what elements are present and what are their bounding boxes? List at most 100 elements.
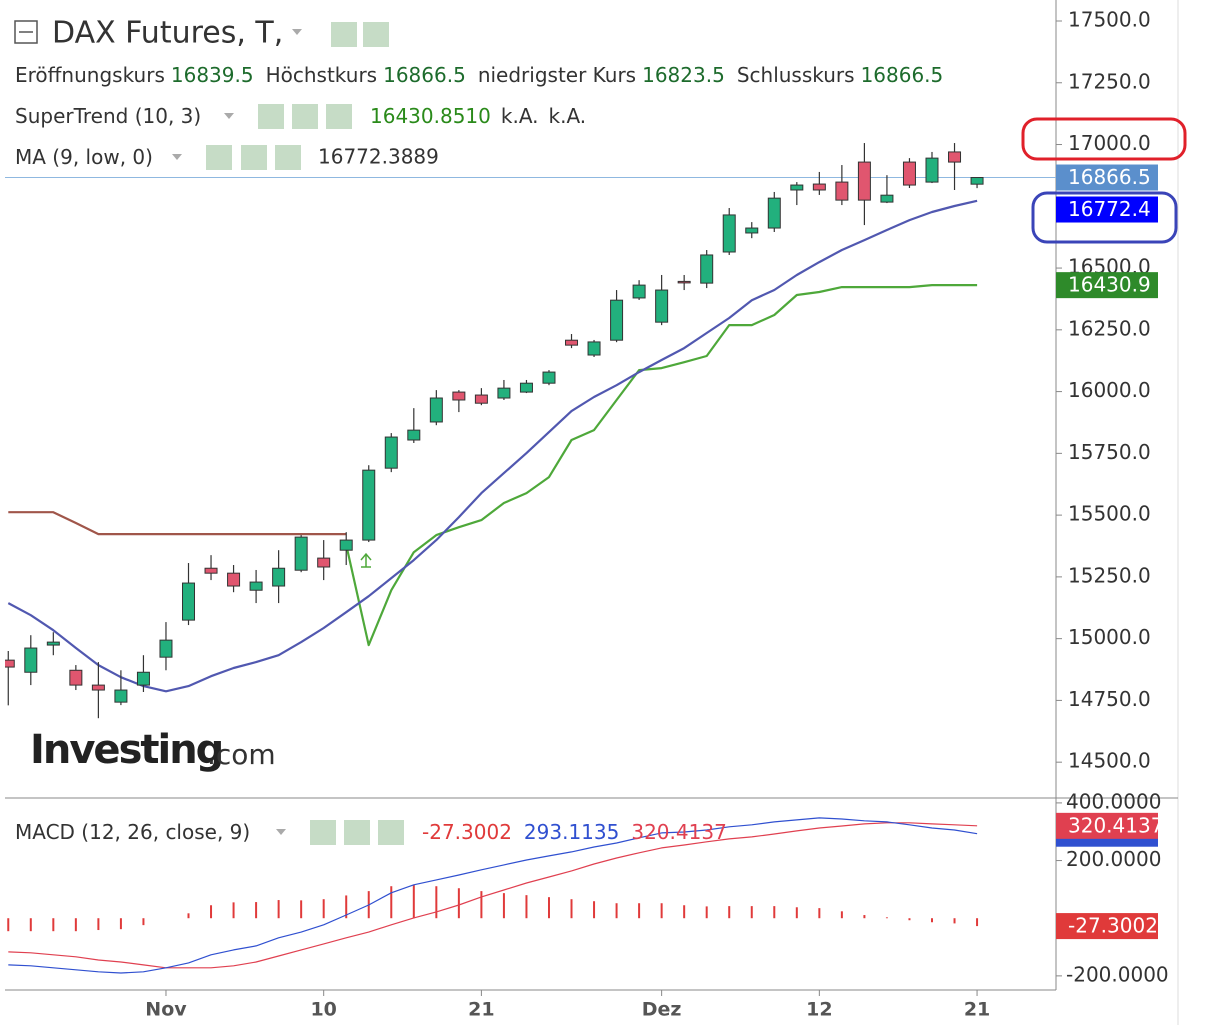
candle-body: [970, 177, 984, 185]
candle-body: [948, 151, 962, 163]
dropdown[interactable]: [172, 154, 182, 160]
ma-badge-label: 16772.4: [1068, 197, 1151, 221]
candle-body: [745, 227, 759, 234]
eye-icon[interactable]: [206, 145, 232, 170]
candle-body: [542, 371, 556, 384]
ohlc-label: Eröffnungskurs: [15, 63, 165, 87]
candle-body: [610, 299, 624, 341]
candle-body: [24, 647, 38, 673]
dropdown[interactable]: [224, 113, 234, 119]
candle-body: [632, 284, 646, 299]
candle-body: [429, 397, 443, 423]
y-tick-label: 15000.0: [1068, 625, 1151, 649]
candle-body: [294, 536, 308, 571]
candle-body: [159, 639, 173, 658]
ohlc-label: Höchstkurs: [266, 63, 378, 87]
candle-body: [677, 280, 691, 284]
gear-icon[interactable]: [363, 22, 389, 47]
candle-body: [69, 669, 83, 686]
highlight-annotation: [1021, 117, 1187, 161]
buy-signal-arrow: [360, 552, 372, 568]
ma-badge: [1056, 196, 1158, 223]
candle-body: [407, 429, 421, 441]
highlight-annotation: [1031, 191, 1178, 244]
candle-body: [790, 184, 804, 191]
watermark-suffix: .com: [207, 738, 276, 771]
supertrend-badge: [1056, 272, 1158, 299]
x-tick-label: 21: [964, 999, 990, 1021]
candle-body: [46, 641, 60, 646]
gear-icon[interactable]: [344, 820, 370, 845]
y2-tick-label: 200.0000: [1066, 847, 1161, 871]
dropdown[interactable]: [292, 29, 302, 35]
candle-body: [880, 194, 894, 203]
eye-icon[interactable]: [258, 104, 284, 129]
candle-body: [182, 582, 196, 621]
signal-badge: [1056, 812, 1158, 839]
signal-line: [8, 822, 978, 969]
chart-title: DAX Futures, T,: [52, 16, 283, 51]
candle-body: [204, 567, 218, 574]
supertrend-line: [8, 511, 347, 536]
candle-body: [384, 436, 398, 469]
na-label: k.A.: [549, 104, 587, 128]
candle-body: [114, 689, 128, 703]
close-icon[interactable]: [275, 145, 301, 170]
candle-body: [767, 197, 781, 229]
ohlc-value: 16823.5: [642, 63, 725, 87]
gear-icon[interactable]: [292, 104, 318, 129]
candle-body: [474, 394, 488, 404]
x-tick-label: 12: [806, 999, 832, 1021]
macd-line: [8, 817, 978, 974]
eye-icon[interactable]: [310, 820, 336, 845]
y-tick-label: 14500.0: [1068, 749, 1151, 773]
candle-body: [227, 572, 241, 587]
ma-line: [7, 199, 978, 693]
y-tick-label: 15250.0: [1068, 563, 1151, 587]
ohlc-label: niedrigster Kurs: [478, 63, 636, 87]
y-tick-label: 15500.0: [1068, 502, 1151, 526]
indicator-name: SuperTrend (10, 3): [15, 104, 201, 128]
candle-body: [722, 214, 736, 253]
ohlc-value: 16866.5: [383, 63, 466, 87]
ma-legend: MA (9, low, 0): [15, 145, 153, 169]
x-tick-label: 21: [468, 999, 494, 1021]
candle-body: [317, 557, 331, 568]
candle-body: [902, 161, 916, 186]
indicator-name: MA (9, low, 0): [15, 145, 153, 169]
indicator-value: 293.1135: [524, 820, 619, 844]
price-badges: 16866.5 16772.4 16430.9 320.4137 -27.3002: [1056, 164, 1163, 940]
candle-body: [519, 382, 533, 393]
y-tick-label: 15750.0: [1068, 440, 1151, 464]
candle-body: [700, 254, 714, 284]
x-tick-label: Nov: [145, 999, 187, 1021]
indicator-value: 320.4137: [631, 820, 726, 844]
gear-icon[interactable]: [241, 145, 267, 170]
candle-body: [587, 341, 601, 356]
signal-badge-label: 320.4137: [1068, 813, 1163, 837]
y-tick-label: 16000.0: [1068, 378, 1151, 402]
macd-legend: MACD (12, 26, close, 9): [15, 820, 250, 844]
close-icon[interactable]: [326, 104, 352, 129]
candle-body: [857, 161, 871, 201]
y2-tick-label: -200.0000: [1066, 962, 1169, 986]
eye-icon[interactable]: [331, 22, 357, 47]
ohlc-value: 16839.5: [171, 63, 254, 87]
ohlc-label: Schlusskurs: [737, 63, 855, 87]
dropdown[interactable]: [276, 829, 286, 835]
x-tick-label: 10: [310, 999, 336, 1021]
macd-panel: [7, 817, 979, 974]
candle-body: [91, 684, 105, 691]
y-tick-label: 14750.0: [1068, 687, 1151, 711]
candle-body: [272, 567, 286, 587]
candle-body: [249, 581, 263, 591]
macd-values: -27.3002 293.1135 320.4137: [422, 820, 727, 844]
candle-body: [5, 659, 15, 668]
y2-tick-label: 400.0000: [1066, 789, 1161, 813]
watermark-brand: Investing: [30, 727, 222, 773]
indicator-value: -27.3002: [422, 820, 512, 844]
indicator-value: 16772.3889: [318, 145, 439, 169]
close-icon[interactable]: [378, 820, 404, 845]
supertrend-line: [345, 284, 978, 647]
y-tick-label: 17500.0: [1068, 8, 1151, 32]
